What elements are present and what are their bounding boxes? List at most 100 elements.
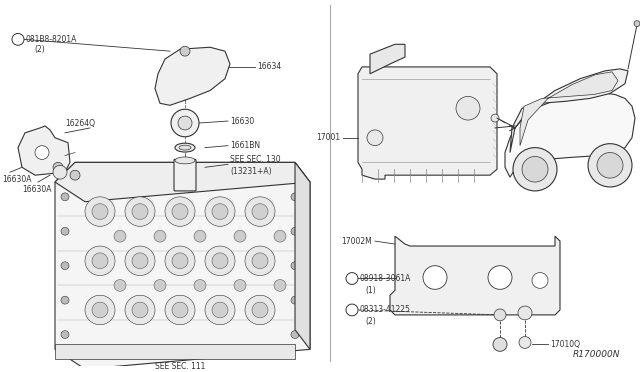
Circle shape xyxy=(252,302,268,318)
Circle shape xyxy=(274,230,286,242)
Polygon shape xyxy=(55,162,310,202)
Ellipse shape xyxy=(179,145,191,150)
Circle shape xyxy=(114,230,126,242)
Circle shape xyxy=(212,253,228,269)
Circle shape xyxy=(491,114,499,122)
Circle shape xyxy=(291,262,299,270)
Circle shape xyxy=(132,204,148,219)
Text: 081B8-8201A: 081B8-8201A xyxy=(26,35,77,44)
Circle shape xyxy=(234,279,246,291)
Circle shape xyxy=(154,279,166,291)
Circle shape xyxy=(245,197,275,226)
Circle shape xyxy=(132,253,148,269)
Text: 16630A: 16630A xyxy=(2,174,31,184)
Polygon shape xyxy=(18,126,70,175)
Circle shape xyxy=(494,309,506,321)
Circle shape xyxy=(205,197,235,226)
Circle shape xyxy=(252,204,268,219)
Circle shape xyxy=(61,262,69,270)
Ellipse shape xyxy=(175,143,195,152)
Text: B: B xyxy=(349,308,355,312)
Circle shape xyxy=(205,246,235,276)
Circle shape xyxy=(61,193,69,201)
Circle shape xyxy=(125,246,155,276)
Circle shape xyxy=(154,230,166,242)
Circle shape xyxy=(180,46,190,56)
Circle shape xyxy=(346,304,358,316)
Text: SEE SEC. 111: SEE SEC. 111 xyxy=(155,362,205,371)
Text: 16634: 16634 xyxy=(257,62,281,71)
Text: 08918-3061A: 08918-3061A xyxy=(360,274,412,283)
Polygon shape xyxy=(520,72,618,146)
Polygon shape xyxy=(155,47,230,105)
Circle shape xyxy=(234,230,246,242)
FancyBboxPatch shape xyxy=(174,160,196,191)
Circle shape xyxy=(588,144,632,187)
Text: 16264Q: 16264Q xyxy=(65,119,95,128)
Circle shape xyxy=(634,21,640,26)
Text: (13231+A): (13231+A) xyxy=(230,167,271,176)
Circle shape xyxy=(367,130,383,146)
Circle shape xyxy=(513,148,557,191)
Polygon shape xyxy=(510,69,628,153)
Circle shape xyxy=(61,296,69,304)
Text: (2): (2) xyxy=(34,45,45,54)
Text: 17001: 17001 xyxy=(316,133,340,142)
Circle shape xyxy=(291,193,299,201)
Circle shape xyxy=(125,295,155,325)
Polygon shape xyxy=(55,162,310,369)
Circle shape xyxy=(245,246,275,276)
Circle shape xyxy=(245,295,275,325)
Polygon shape xyxy=(358,67,497,179)
Circle shape xyxy=(291,296,299,304)
Text: 16630: 16630 xyxy=(230,116,254,125)
Circle shape xyxy=(53,165,67,179)
Circle shape xyxy=(212,302,228,318)
Circle shape xyxy=(291,227,299,235)
Circle shape xyxy=(252,253,268,269)
Text: B: B xyxy=(15,37,20,42)
Circle shape xyxy=(178,116,192,130)
Circle shape xyxy=(212,204,228,219)
Text: 17010Q: 17010Q xyxy=(550,340,580,349)
Circle shape xyxy=(165,197,195,226)
Text: N: N xyxy=(349,276,355,281)
Circle shape xyxy=(194,230,206,242)
Circle shape xyxy=(61,227,69,235)
Text: R170000N: R170000N xyxy=(573,350,620,359)
Polygon shape xyxy=(505,93,635,177)
Circle shape xyxy=(274,279,286,291)
Circle shape xyxy=(488,266,512,289)
Circle shape xyxy=(194,279,206,291)
Circle shape xyxy=(132,302,148,318)
Text: 1661BN: 1661BN xyxy=(230,141,260,150)
Polygon shape xyxy=(55,344,295,359)
Text: SEE SEC. 130: SEE SEC. 130 xyxy=(230,155,280,164)
Circle shape xyxy=(518,306,532,320)
Circle shape xyxy=(291,331,299,339)
Circle shape xyxy=(165,246,195,276)
Circle shape xyxy=(70,170,80,180)
Circle shape xyxy=(92,204,108,219)
Circle shape xyxy=(92,253,108,269)
Circle shape xyxy=(85,295,115,325)
Polygon shape xyxy=(390,236,560,315)
Circle shape xyxy=(92,302,108,318)
Text: 17002M: 17002M xyxy=(341,237,372,246)
Text: 16630A: 16630A xyxy=(22,185,51,195)
Text: (2): (2) xyxy=(365,317,376,326)
Circle shape xyxy=(493,337,507,351)
Circle shape xyxy=(522,157,548,182)
Circle shape xyxy=(53,162,63,172)
Circle shape xyxy=(519,337,531,348)
Circle shape xyxy=(35,146,49,160)
Circle shape xyxy=(205,295,235,325)
Circle shape xyxy=(12,33,24,45)
Circle shape xyxy=(456,96,480,120)
Circle shape xyxy=(172,204,188,219)
Circle shape xyxy=(532,273,548,288)
Circle shape xyxy=(114,279,126,291)
Polygon shape xyxy=(370,44,405,74)
Circle shape xyxy=(597,153,623,178)
Circle shape xyxy=(125,197,155,226)
